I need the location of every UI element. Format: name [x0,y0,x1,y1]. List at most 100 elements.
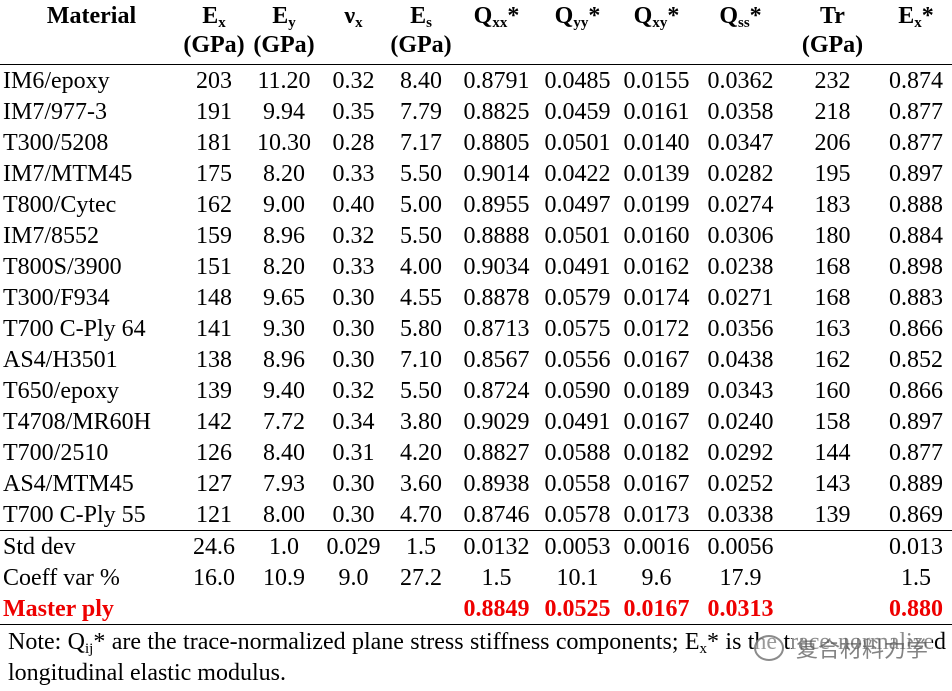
header-cell: Material [0,0,180,65]
material-row: T700/2510 126 8.40 0.31 4.20 0.8827 0.0588 0.01… [0,437,952,468]
cell: 0.0579 [544,284,611,311]
cell: 11.20 [257,67,311,94]
cell: 0.33 [332,160,375,187]
cell: 0.0056 [707,533,774,560]
data-table: Material Ex (GPa) Ey (GPa) νx Es (GPa) Qxx* Qyy* Q… [0,0,952,625]
cell: 160 [814,377,851,404]
cell: 0.877 [889,439,943,466]
cell: 0.30 [332,315,375,342]
header-suffix: * [749,3,762,29]
material-row: IM7/8552 159 8.96 0.32 5.50 0.8888 0.0501 0.016… [0,220,952,251]
cell: 0.0501 [544,222,611,249]
cell: 0.0162 [623,253,690,280]
cell: 148 [196,284,232,311]
header-cell: Ex (GPa) [180,0,248,65]
note-subscript: x [699,641,708,657]
cell: 0.852 [889,346,943,373]
cell: 203 [196,67,232,94]
cell: 10.1 [556,564,599,591]
cell: 163 [814,315,851,342]
cell: 0.0347 [707,129,774,156]
material-row: T800S/3900 151 8.20 0.33 4.00 0.9034 0.0491 0.0… [0,251,952,282]
watermark: 复合材料力学 [791,632,932,664]
row-label: T650/epoxy [3,377,119,404]
cell: 195 [814,160,851,187]
cell: 0.877 [889,98,943,125]
cell: 168 [814,253,851,280]
header-subscript: x [218,15,226,31]
cell: 3.60 [400,470,442,497]
header-text: Q [473,3,493,29]
cell: 0.30 [332,470,375,497]
cell: 0.0161 [623,98,690,125]
header-subscript: x [355,15,363,31]
cell: 17.9 [719,564,762,591]
cell: 4.20 [400,439,442,466]
cell: 0.869 [889,501,943,528]
cell: 232 [814,67,851,94]
header-unit: (GPa) [390,32,452,58]
cell: 8.96 [263,346,305,373]
cell: 158 [814,408,851,435]
material-row: T4708/MR60H 142 7.72 0.34 3.80 0.9029 0.0491 0.… [0,406,952,437]
note-text: Note: Q [8,629,86,655]
cell: 8.40 [263,439,305,466]
note-subscript: ij [85,641,94,657]
header-cell: Tr (GPa) [785,0,880,65]
row-label: Std dev [3,533,76,560]
table-note: Note: Qij* are the trace-normalized plan… [0,625,952,689]
cell: 0.0167 [623,408,690,435]
cell: 8.40 [400,67,442,94]
header-text: E [410,3,427,29]
cell: 16.0 [193,564,235,591]
header-suffix: * [588,3,601,29]
empty-cell [785,593,880,625]
cell: 121 [196,501,232,528]
row-label: T800/Cytec [3,191,117,218]
cell: 8.96 [263,222,305,249]
header-unit: (GPa) [183,32,245,58]
cell: 0.0556 [544,346,611,373]
header-subscript: yy [573,15,589,31]
cell: 0.884 [889,222,943,249]
cell: 0.888 [889,191,943,218]
cell: 0.0189 [623,377,690,404]
header-unit: (GPa) [801,32,864,58]
cell: 0.8955 [463,191,530,218]
table-body: IM6/epoxy 203 11.20 0.32 8.40 0.8791 0.0485 0.0… [0,65,952,625]
row-label: AS4/H3501 [3,346,118,373]
cell: 0.8938 [463,470,530,497]
cell: 159 [196,222,232,249]
cell: 168 [814,284,851,311]
cell: 4.70 [400,501,442,528]
material-row: T700 C-Ply 55 121 8.00 0.30 4.70 0.8746 0.0578… [0,499,952,531]
cell: 0.31 [332,439,375,466]
cell: 143 [814,470,851,497]
cell: 0.0422 [544,160,611,187]
cell: 0.897 [889,160,943,187]
material-row: T700 C-Ply 64 141 9.30 0.30 5.80 0.8713 0.0575… [0,313,952,344]
cell: 138 [196,346,232,373]
cell: 144 [814,439,851,466]
cell: 0.30 [332,284,375,311]
cell: 0.866 [889,315,943,342]
row-label: IM7/MTM45 [3,160,133,187]
header-text: ν [344,3,356,29]
cell: 206 [814,129,851,156]
cell: 5.50 [400,160,442,187]
material-row: IM7/MTM45 175 8.20 0.33 5.50 0.9014 0.0422 0.01… [0,158,952,189]
cell: 0.877 [889,129,943,156]
cell: 0.0501 [544,129,611,156]
cell: 9.65 [263,284,305,311]
cell: 0.0338 [707,501,774,528]
cell: 0.0485 [544,67,611,94]
cell: 0.029 [326,533,381,560]
cell: 0.8724 [463,377,530,404]
cell: 1.5 [901,564,931,591]
cell: 0.0356 [707,315,774,342]
header-text: Material [46,3,137,29]
empty-cell [785,531,880,563]
cell: 0.898 [889,253,943,280]
master-row: Master ply 0.8849 0.0525 0.0167 0.0313 0.880 [0,593,952,625]
cell: 0.0578 [544,501,611,528]
